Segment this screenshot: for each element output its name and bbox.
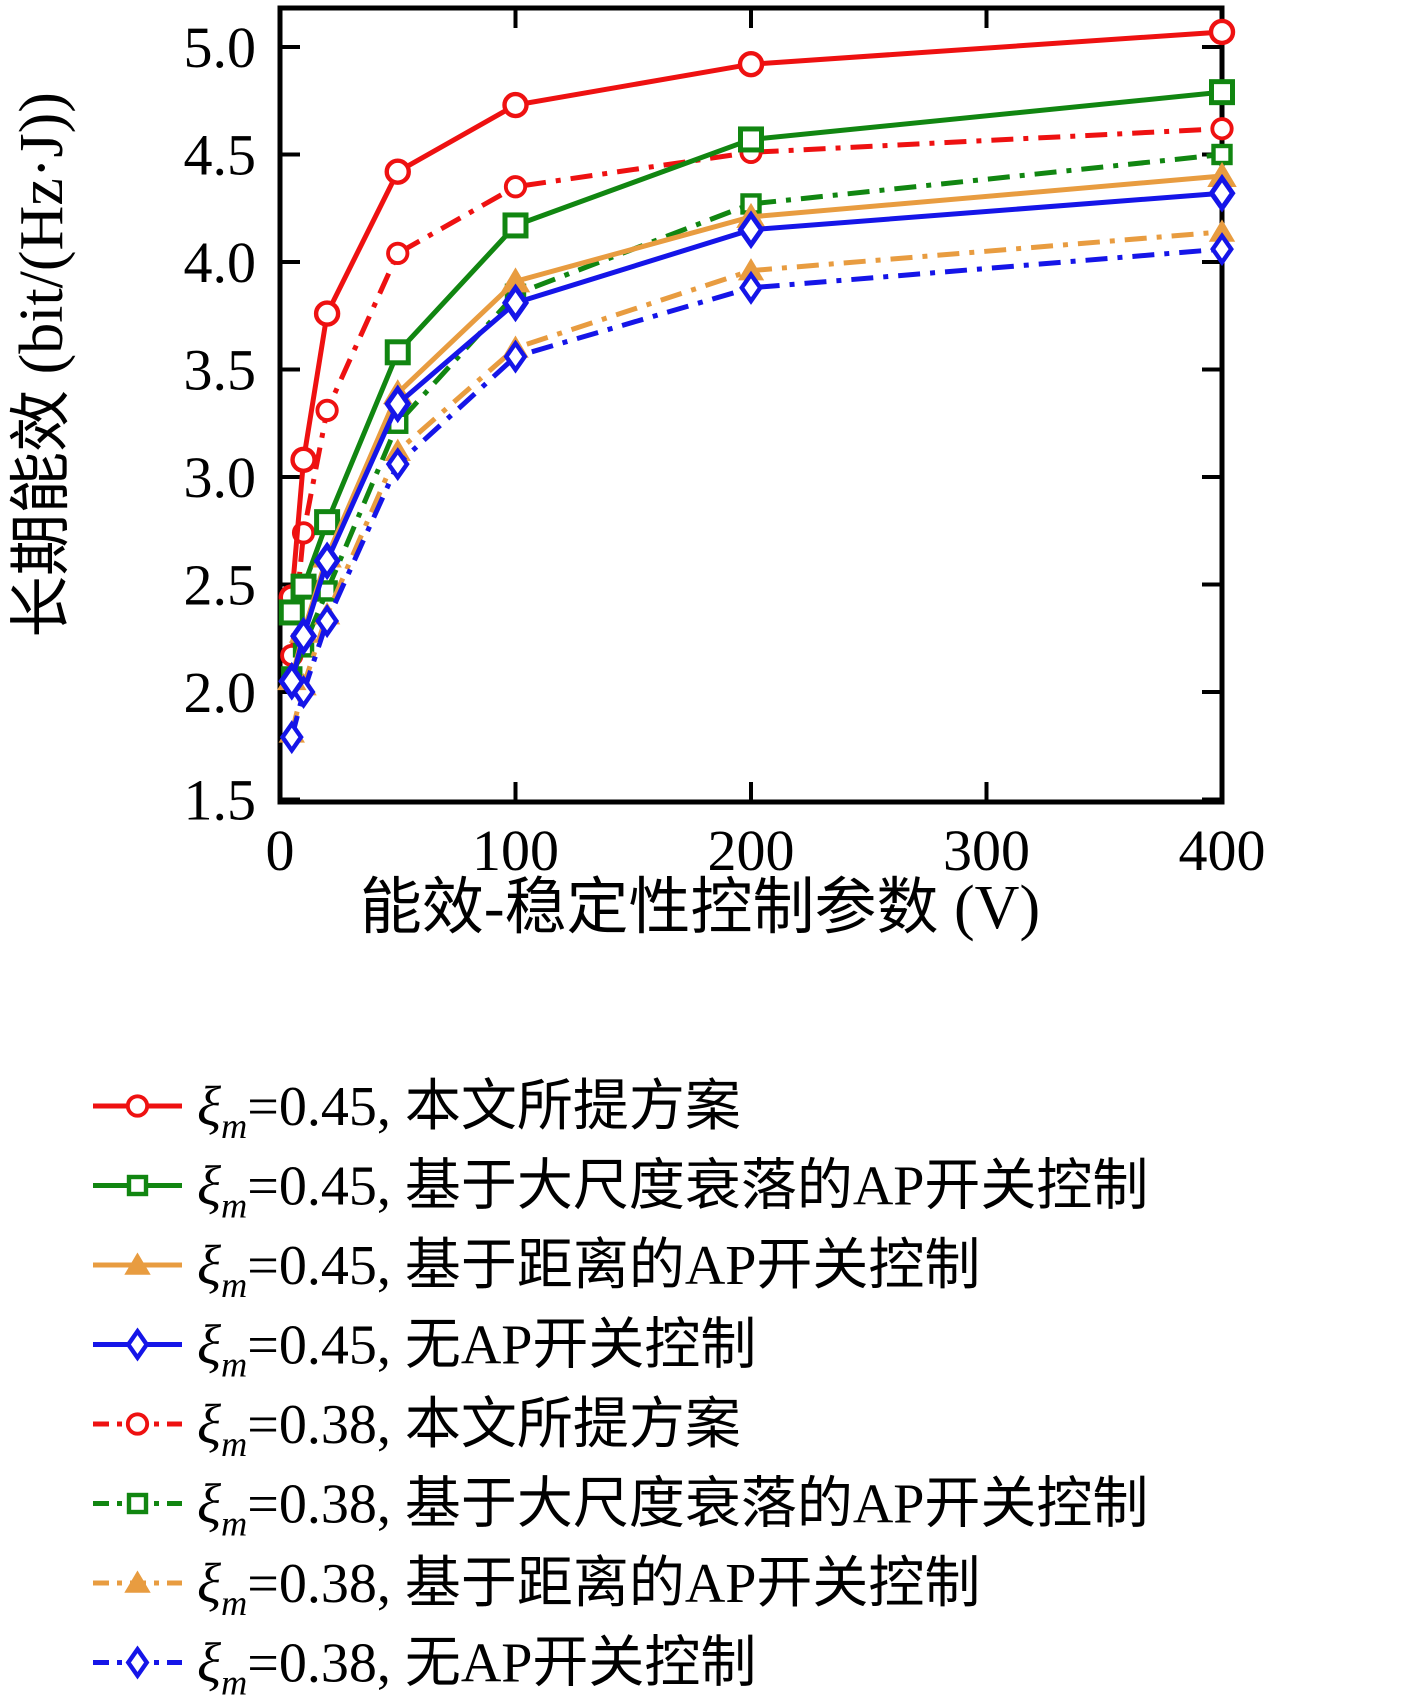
y-tick-label: 5.0 — [184, 15, 257, 80]
legend-marker — [124, 1570, 151, 1593]
legend-marker — [124, 1252, 151, 1275]
x-tick-label: 100 — [472, 818, 559, 883]
marker-square — [126, 1174, 149, 1197]
marker-diamond — [125, 1327, 150, 1362]
marker-triangle — [124, 1252, 151, 1275]
marker-circle — [313, 300, 341, 327]
marker-circle — [502, 91, 529, 119]
legend-label: ξm=0.38, 无AP开关控制 — [197, 1633, 756, 1703]
series-xi045-no-ap-switch — [278, 173, 1236, 701]
legend: ξm=0.45, 本文所提方案 ξm=0.45, 基于大尺度衰落的AP开关控制 ξm… — [93, 1076, 1148, 1703]
x-axis-label: 能效-稳定性控制参数 (V) — [360, 874, 1040, 942]
x-tick-label: 400 — [1179, 818, 1266, 883]
marker-circle — [1208, 18, 1236, 46]
marker-circle — [384, 158, 411, 185]
marker-diamond — [315, 604, 340, 639]
legend-label: ξm=0.38, 基于大尺度衰落的AP开关控制 — [197, 1474, 1148, 1544]
marker-square — [738, 126, 764, 153]
marker-square — [314, 509, 341, 536]
series-xi038-no-ap-switch — [279, 232, 1234, 755]
y-axis-label: 长期能效 (bit/(Hz·J)) — [8, 92, 76, 638]
legend-marker — [126, 1174, 149, 1197]
legend-item-xi045-no-ap-switch: ξm=0.45, 无AP开关控制 — [93, 1315, 756, 1385]
series-line — [289, 229, 1223, 734]
marker-diamond — [503, 339, 528, 374]
legend-label: ξm=0.45, 无AP开关控制 — [197, 1315, 756, 1385]
marker-square — [502, 212, 529, 239]
marker-square — [1211, 143, 1233, 166]
marker-circle — [386, 241, 410, 266]
series-xi038-distance-based-ap-switch — [278, 219, 1236, 743]
marker-circle — [125, 1412, 150, 1436]
legend-item-xi038-distance-based-ap-switch: ξm=0.38, 基于距离的AP开关控制 — [93, 1553, 980, 1623]
y-tick-label: 2.0 — [184, 660, 257, 725]
marker-circle — [737, 50, 765, 78]
marker-diamond — [279, 720, 304, 755]
marker-square — [290, 573, 317, 600]
marker-diamond — [385, 447, 410, 482]
x-tick-label: 200 — [708, 818, 795, 883]
marker-diamond — [737, 210, 765, 250]
series-xi045-proposed — [278, 18, 1236, 611]
marker-square — [1209, 79, 1235, 106]
marker-diamond — [313, 541, 341, 581]
marker-diamond — [125, 1645, 150, 1680]
marker-diamond — [739, 270, 763, 305]
series-line — [289, 246, 1223, 738]
series-line — [289, 190, 1223, 682]
y-tick-label: 3.5 — [184, 338, 257, 403]
marker-circle — [1210, 117, 1234, 141]
marker-square — [278, 599, 305, 626]
marker-square — [384, 339, 411, 366]
legend-label: ξm=0.45, 本文所提方案 — [197, 1076, 741, 1146]
legend-marker — [126, 1492, 149, 1515]
marker-circle — [315, 398, 339, 422]
marker-diamond — [384, 384, 412, 424]
marker-square — [126, 1492, 149, 1515]
marker-diamond — [1210, 232, 1234, 267]
marker-circle — [503, 175, 528, 199]
y-tick-label: 4.5 — [184, 123, 257, 188]
legend-marker — [125, 1094, 150, 1118]
legend-item-xi045-proposed: ξm=0.45, 本文所提方案 — [93, 1076, 741, 1146]
marker-diamond — [1208, 173, 1236, 213]
legend-label: ξm=0.38, 本文所提方案 — [197, 1394, 741, 1464]
legend-item-xi038-no-ap-switch: ξm=0.38, 无AP开关控制 — [93, 1633, 756, 1703]
legend-label: ξm=0.45, 基于距离的AP开关控制 — [197, 1235, 980, 1305]
legend-marker — [125, 1327, 150, 1362]
y-tick-label: 3.0 — [184, 445, 257, 510]
marker-diamond — [278, 661, 306, 701]
legend-marker — [125, 1645, 150, 1680]
legend-item-xi038-large-scale-fading-ap-switch: ξm=0.38, 基于大尺度衰落的AP开关控制 — [93, 1474, 1148, 1544]
series-line — [289, 173, 1223, 680]
marker-circle — [125, 1094, 150, 1118]
legend-marker — [125, 1412, 150, 1436]
x-tick-label: 0 — [266, 818, 295, 883]
legend-item-xi045-distance-based-ap-switch: ξm=0.45, 基于距离的AP开关控制 — [93, 1235, 980, 1305]
marker-diamond — [501, 283, 530, 323]
series-xi045-large-scale-fading-ap-switch — [278, 79, 1235, 626]
legend-label: ξm=0.45, 基于大尺度衰落的AP开关控制 — [197, 1156, 1148, 1226]
y-tick-label: 4.0 — [184, 230, 257, 295]
marker-triangle — [124, 1570, 151, 1593]
plot-area: 0 100 200 300 400 1.5 2.0 2.5 3.0 3.5 4.0 4.5 5.0 — [184, 5, 1266, 883]
marker-circle — [290, 446, 317, 473]
y-tick-label: 1.5 — [184, 768, 257, 833]
legend-item-xi045-large-scale-fading-ap-switch: ξm=0.45, 基于大尺度衰落的AP开关控制 — [93, 1156, 1148, 1226]
x-tick-label: 300 — [943, 818, 1030, 883]
y-tick-label: 2.5 — [184, 553, 257, 618]
marker-diamond — [289, 616, 318, 656]
legend-item-xi038-proposed: ξm=0.38, 本文所提方案 — [93, 1394, 741, 1464]
legend-label: ξm=0.38, 基于距离的AP开关控制 — [197, 1553, 980, 1623]
